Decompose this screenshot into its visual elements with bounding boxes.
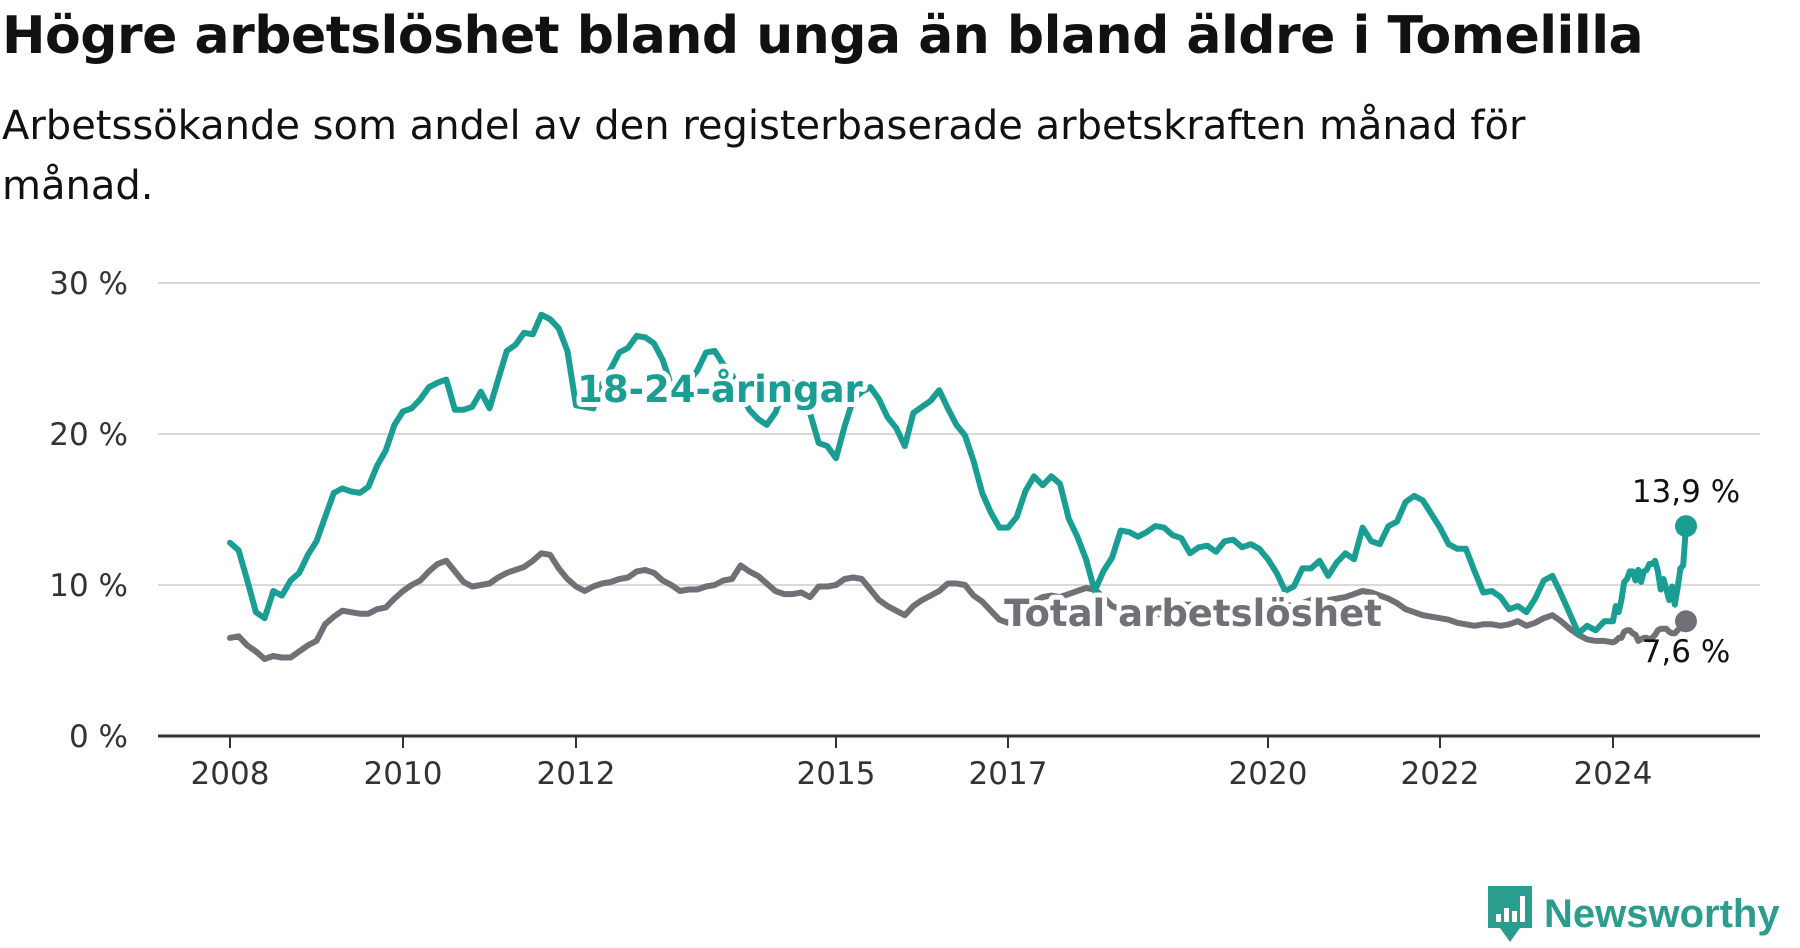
x-tick-label: 2024: [1574, 756, 1653, 792]
endpoint-dot-total: [1675, 610, 1697, 633]
end-label-total: 7,6 %: [1642, 634, 1731, 670]
brand-name: Newsworthy: [1544, 891, 1780, 936]
chart-subtitle: Arbetssökande som andel av den registerb…: [2, 103, 1526, 209]
series-line-total: [227, 550, 1689, 662]
chart-title: Högre arbetslöshet bland unga än bland ä…: [2, 6, 1644, 66]
series-label-total: Total arbetslöshet: [1004, 592, 1382, 635]
series-lines: [227, 311, 1697, 662]
x-tick-label: 2020: [1229, 756, 1308, 792]
brand-logo: Newsworthy: [1486, 884, 1780, 944]
y-axis-ticks: 0 % 10 % 20 % 30 %: [49, 266, 128, 755]
end-label-18-24: 13,9 %: [1632, 474, 1740, 510]
y-tick-label: 30 %: [49, 266, 128, 302]
x-tick-label: 2012: [537, 756, 616, 792]
y-tick-label: 20 %: [49, 417, 128, 453]
x-tick-label: 2017: [969, 756, 1048, 792]
x-tick-label: 2022: [1401, 756, 1480, 792]
x-tick-label: 2008: [191, 756, 270, 792]
endpoint-dot-18-24: [1675, 515, 1697, 538]
x-tick-label: 2015: [797, 756, 876, 792]
x-tick-label: 2010: [364, 756, 443, 792]
newsworthy-logo-icon: [1488, 886, 1532, 942]
gridlines: [158, 282, 1760, 738]
x-axis-ticks: 2008 2010 2012 2015 2017 2020 2022 2024: [191, 736, 1653, 792]
y-tick-label: 0 %: [69, 719, 128, 755]
series-label-18-24: 18-24-åringar: [577, 368, 863, 411]
series-labels: 13,9 % 7,6 % 18-24-åringar Total arbetslösh…: [572, 363, 1740, 670]
series-line-18-24: [227, 311, 1689, 637]
y-tick-label: 10 %: [49, 568, 128, 604]
